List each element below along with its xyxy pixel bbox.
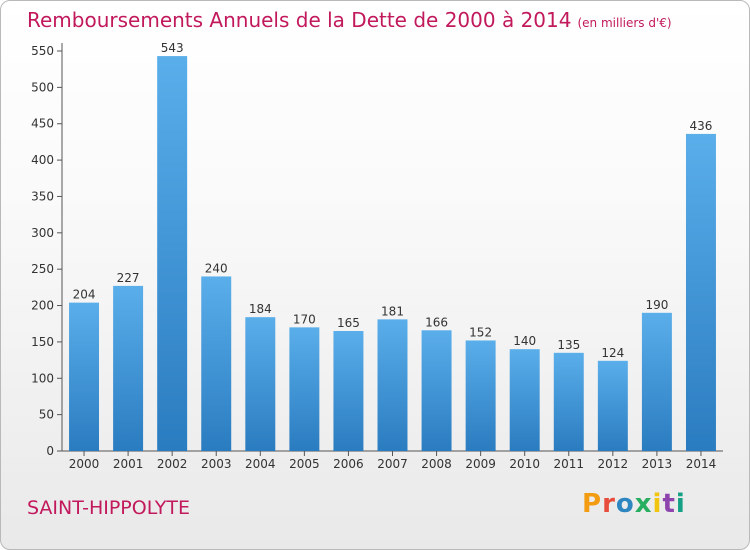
- y-tick-label: 150: [31, 335, 54, 349]
- x-tick-label: 2001: [113, 457, 144, 471]
- y-tick-label: 500: [31, 80, 54, 94]
- logo-letter: x: [634, 489, 653, 519]
- data-label: 184: [249, 302, 272, 316]
- data-label: 135: [557, 338, 580, 352]
- bar: [509, 349, 540, 451]
- bar: [333, 331, 364, 451]
- bar: [465, 340, 496, 451]
- y-tick-label: 250: [31, 262, 54, 276]
- y-tick-label: 350: [31, 189, 54, 203]
- x-tick-label: 2014: [686, 457, 717, 471]
- proxiti-logo: Proxiti: [582, 489, 686, 519]
- y-tick-label: 400: [31, 153, 54, 167]
- bar: [421, 330, 452, 451]
- data-label: 165: [337, 316, 360, 330]
- bar: [201, 276, 232, 451]
- data-label: 170: [293, 312, 316, 326]
- y-tick-label: 550: [31, 44, 54, 58]
- place-name: SAINT-HIPPOLYTE: [27, 497, 190, 519]
- chart-title-unit: (en milliers d'€): [577, 16, 672, 30]
- x-tick-label: 2013: [642, 457, 673, 471]
- bar: [685, 133, 716, 451]
- x-tick-label: 2004: [245, 457, 276, 471]
- x-tick-label: 2012: [598, 457, 629, 471]
- bars: [69, 56, 716, 451]
- data-label: 436: [690, 119, 713, 133]
- bar: [641, 312, 672, 451]
- x-tick-label: 2005: [289, 457, 320, 471]
- y-tick-label: 200: [31, 299, 54, 313]
- x-tick-label: 2003: [201, 457, 232, 471]
- x-tick-label: 2009: [465, 457, 496, 471]
- bar: [553, 352, 584, 451]
- x-tick-label: 2000: [69, 457, 100, 471]
- bar: [245, 317, 276, 451]
- y-tick-label: 450: [31, 117, 54, 131]
- logo-letter: i: [675, 489, 686, 519]
- x-tick-label: 2008: [421, 457, 452, 471]
- y-tick-label: 50: [39, 408, 54, 422]
- logo-letter: P: [582, 489, 603, 519]
- bar: [157, 56, 188, 451]
- data-label: 204: [73, 288, 96, 302]
- chart-title-text: Remboursements Annuels de la Dette de 20…: [27, 8, 572, 32]
- bar: [377, 319, 408, 451]
- chart-title: Remboursements Annuels de la Dette de 20…: [27, 8, 672, 32]
- y-tick-label: 100: [31, 371, 54, 385]
- y-tick-label: 0: [46, 444, 54, 458]
- x-axis: 2000 2001 2002 2003 2004 2005 2006 2007 2008 2009…: [62, 450, 723, 471]
- bar: [597, 360, 628, 451]
- data-label: 543: [161, 41, 184, 55]
- x-tick-label: 2010: [509, 457, 540, 471]
- bar: [69, 302, 100, 451]
- y-tick-label: 300: [31, 226, 54, 240]
- x-tick-label: 2007: [377, 457, 408, 471]
- x-tick-label: 2006: [333, 457, 364, 471]
- data-label: 190: [645, 298, 668, 312]
- data-label: 181: [381, 304, 404, 318]
- x-tick-label: 2011: [553, 457, 584, 471]
- data-label: 227: [117, 271, 140, 285]
- x-tick-label: 2002: [157, 457, 188, 471]
- bar: [113, 285, 144, 451]
- logo-letter: r: [602, 489, 616, 519]
- data-label: 240: [205, 261, 228, 275]
- data-label: 124: [601, 346, 624, 360]
- logo-letter: o: [615, 489, 635, 519]
- data-label: 152: [469, 325, 492, 339]
- data-label: 166: [425, 315, 448, 329]
- data-labels: 204 227 543 240 184 170 165 181 166 152 140 135 124 1…: [73, 41, 713, 360]
- y-axis: 0 50 100 150 200 250 300 350 400 450 500 550: [31, 43, 63, 458]
- bar: [289, 327, 320, 451]
- logo-letter: i: [652, 489, 663, 519]
- logo-letter: t: [662, 489, 676, 519]
- data-label: 140: [513, 334, 536, 348]
